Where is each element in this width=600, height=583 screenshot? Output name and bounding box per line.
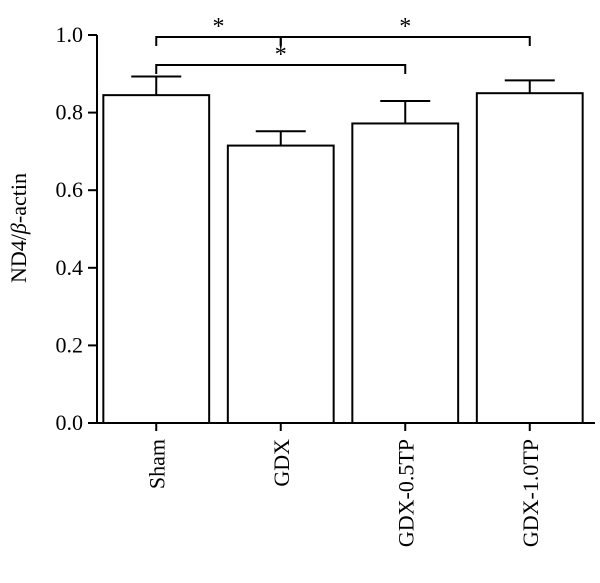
significance-brackets: * * * [155, 14, 531, 74]
y-tick-label: 0.6 [56, 177, 84, 202]
bar-gdx-1-0tp [475, 92, 584, 424]
y-tick-label: 1.0 [56, 22, 84, 47]
significance-star: * [399, 14, 411, 40]
x-tick-label: Sham [144, 439, 169, 489]
x-axis: Sham GDX GDX-0.5TP GDX-1.0TP [97, 422, 595, 547]
y-axis-label: ND4/β-actin [6, 173, 31, 283]
x-tick-label: GDX [269, 439, 294, 487]
x-tick-label: GDX-0.5TP [393, 439, 418, 547]
y-tick-label: 0.8 [56, 100, 84, 125]
significance-star: * [213, 14, 225, 40]
bars [102, 75, 584, 425]
x-tick-label: GDX-1.0TP [518, 439, 543, 547]
bar-gdx [226, 144, 335, 425]
y-axis: 0.0 0.2 0.4 0.6 0.8 1.0 [56, 22, 98, 435]
bar-gdx-0-5tp [351, 122, 460, 425]
y-tick-label: 0.2 [56, 332, 84, 357]
significance-bracket [155, 64, 407, 74]
bar-sham [102, 94, 211, 424]
significance-bracket [279, 36, 531, 46]
significance-star: * [275, 42, 287, 68]
y-tick-label: 0.0 [56, 410, 84, 435]
y-tick-label: 0.4 [56, 255, 84, 280]
